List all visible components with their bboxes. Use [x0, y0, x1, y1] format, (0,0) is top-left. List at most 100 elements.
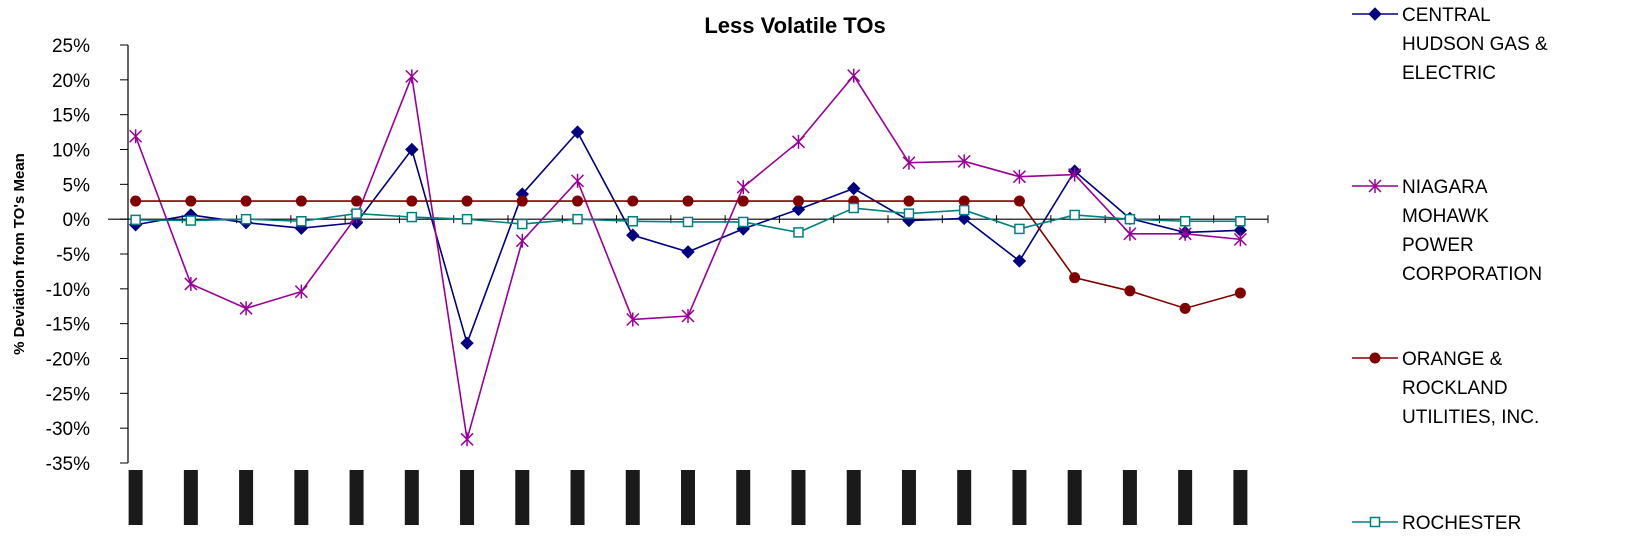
legend-label: ROCHESTER — [1402, 513, 1521, 534]
data-point — [296, 216, 307, 227]
data-point — [185, 195, 197, 207]
data-point — [461, 195, 473, 207]
x-tick-label — [460, 470, 475, 525]
data-point — [791, 202, 806, 217]
data-point — [572, 213, 583, 225]
data-point — [351, 208, 362, 219]
y-axis-label: % Deviation from TO's Mean — [11, 153, 28, 355]
legend-marker — [1369, 352, 1381, 364]
legend-entry: ORANGE & ROCKLAND UTILITIES, INC. — [1352, 349, 1539, 428]
data-point — [626, 228, 640, 242]
y-tick-label: 5% — [63, 175, 91, 196]
y-tick-label: -20% — [46, 350, 90, 371]
data-point — [791, 134, 806, 149]
y-tick-label: 10% — [52, 141, 90, 162]
y-tick-label: -35% — [46, 454, 90, 475]
x-tick-label — [294, 470, 309, 525]
data-point — [570, 125, 585, 139]
x-tick-label — [570, 470, 585, 525]
data-point — [847, 68, 861, 83]
data-point — [1069, 272, 1081, 284]
data-point — [1179, 216, 1191, 227]
data-point — [627, 216, 639, 227]
data-point — [129, 129, 143, 144]
chart-title: Less Volatile TOs — [704, 13, 885, 38]
data-point — [1014, 223, 1025, 235]
axes: 25% 20% 15% 10% 5% 0% -5% -10% -15% -20% -25% -30% -… — [46, 36, 1269, 475]
data-point — [1233, 232, 1247, 247]
x-tick-label — [1233, 470, 1248, 525]
x-tick-label — [128, 470, 143, 525]
data-point — [958, 204, 970, 216]
data-point — [681, 309, 695, 324]
legend-marker — [1369, 516, 1381, 528]
data-point — [1234, 287, 1246, 299]
data-point — [681, 245, 695, 259]
data-point — [1179, 302, 1191, 314]
y-tick-label: -5% — [56, 245, 90, 266]
data-point — [239, 301, 253, 316]
data-point — [461, 213, 473, 225]
series-2 — [129, 68, 1247, 447]
legend-label: ORANGE & ROCKLAND UTILITIES, INC. — [1402, 349, 1539, 428]
data-point — [1123, 226, 1137, 241]
x-tick-label — [515, 470, 530, 525]
data-point — [737, 195, 749, 207]
legend-marker — [1368, 179, 1382, 193]
data-point — [240, 195, 252, 207]
y-tick-label: 25% — [52, 36, 90, 57]
y-tick-label: -25% — [46, 384, 90, 405]
data-point — [848, 202, 859, 214]
data-point — [737, 216, 749, 228]
legend-entry: NIAGARA MOHAWK POWER CORPORATION — [1352, 177, 1542, 285]
x-tick-label — [625, 470, 640, 525]
data-point — [1012, 254, 1027, 268]
legend-marker — [1368, 7, 1382, 21]
data-point — [130, 195, 142, 207]
data-point — [460, 336, 474, 350]
data-point — [682, 195, 694, 207]
data-point — [902, 155, 916, 170]
data-point — [1235, 216, 1246, 227]
data-point — [130, 214, 141, 226]
x-tick-label — [901, 470, 916, 525]
legend-label: NIAGARA MOHAWK POWER CORPORATION — [1402, 177, 1542, 285]
data-point — [516, 195, 528, 207]
data-point — [351, 195, 363, 207]
data-point — [793, 227, 804, 238]
data-point — [517, 218, 528, 230]
data-point — [570, 173, 585, 188]
x-tick-label — [183, 470, 198, 525]
data-point — [406, 211, 418, 223]
data-point — [1012, 169, 1026, 184]
data-point — [627, 195, 639, 207]
data-point — [1124, 285, 1136, 297]
data-point — [1068, 167, 1082, 182]
x-tick-label — [349, 470, 364, 525]
data-point — [406, 195, 418, 207]
data-point — [240, 213, 252, 225]
data-point — [1124, 213, 1136, 225]
y-tick-label: 0% — [63, 210, 91, 231]
legend: CENTRAL HUDSON GAS & ELECTRIC NIAGARA MOHAWK… — [1352, 5, 1548, 534]
x-tick-label — [957, 470, 972, 525]
series-4 — [130, 202, 1246, 238]
data-point — [294, 284, 308, 299]
data-point — [460, 432, 474, 447]
x-tick-label — [1122, 470, 1137, 525]
series-3 — [130, 195, 1246, 314]
y-tick-label: 20% — [52, 71, 90, 92]
x-tick-label — [404, 470, 419, 525]
data-point — [1069, 209, 1080, 221]
legend-entry: ROCHESTER — [1352, 513, 1521, 534]
y-tick-label: -30% — [46, 419, 90, 440]
x-tick-labels — [128, 470, 1248, 525]
data-point — [958, 195, 970, 207]
data-point — [185, 215, 197, 226]
y-tick-label: 15% — [52, 106, 90, 127]
data-point — [572, 195, 584, 207]
data-point — [847, 181, 861, 196]
x-tick-label — [239, 470, 254, 525]
